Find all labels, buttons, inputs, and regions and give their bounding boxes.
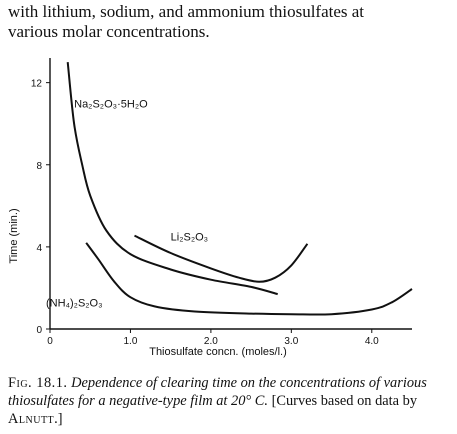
figure-note-suffix: .] (54, 411, 63, 427)
x-tick-label: 4.0 (365, 336, 379, 347)
x-tick-label: 0 (47, 336, 53, 347)
y-tick-label: 8 (36, 161, 42, 172)
figure-label: Fig. 18.1. (8, 375, 68, 391)
clearing-time-chart: 0 1.0 2.0 3.0 4.0 0 4 8 12 Na₂S₂O₃·5H₂O Li₂S₂O₃ (N… (8, 58, 413, 358)
series-labels: Na₂S₂O₃·5H₂O Li₂S₂O₃ (NH₄)₂S₂O₃ (46, 98, 208, 309)
series-label: Li₂S₂O₃ (171, 232, 208, 244)
x-tick-label: 3.0 (284, 336, 298, 347)
figure-caption: Fig. 18.1. Dependence of clearing time o… (8, 374, 453, 428)
series-label: Na₂S₂O₃·5H₂O (74, 98, 148, 110)
y-axis-label: Time (min.) (8, 208, 20, 263)
axis-ticks: 0 1.0 2.0 3.0 4.0 0 4 8 12 (31, 79, 379, 347)
series-label: (NH₄)₂S₂O₃ (46, 297, 103, 309)
chart-container: 0 1.0 2.0 3.0 4.0 0 4 8 12 Na₂S₂O₃·5H₂O Li₂S₂O₃ (N… (0, 58, 457, 363)
series-curve (134, 234, 309, 283)
y-tick-label: 4 (36, 243, 42, 254)
intro-text: with lithium, sodium, and ammonium thios… (8, 2, 453, 42)
figure-note-prefix: [Curves based on data by (271, 393, 418, 409)
series-curve (66, 61, 278, 296)
y-tick-label: 12 (31, 79, 43, 90)
intro-line-1: with lithium, sodium, and ammonium thios… (8, 2, 365, 21)
intro-line-2: various molar concentrations. (8, 22, 210, 41)
figure-author: Alnutt (8, 411, 55, 427)
x-tick-label: 2.0 (204, 336, 218, 347)
x-tick-label: 1.0 (123, 336, 137, 347)
y-tick-label: 0 (36, 325, 42, 336)
figure-description: Dependence of clearing time on the conce… (8, 375, 427, 409)
data-curves (66, 61, 413, 316)
x-axis-label: Thiosulfate concn. (moles/l.) (149, 346, 287, 358)
series-curve (85, 242, 413, 316)
